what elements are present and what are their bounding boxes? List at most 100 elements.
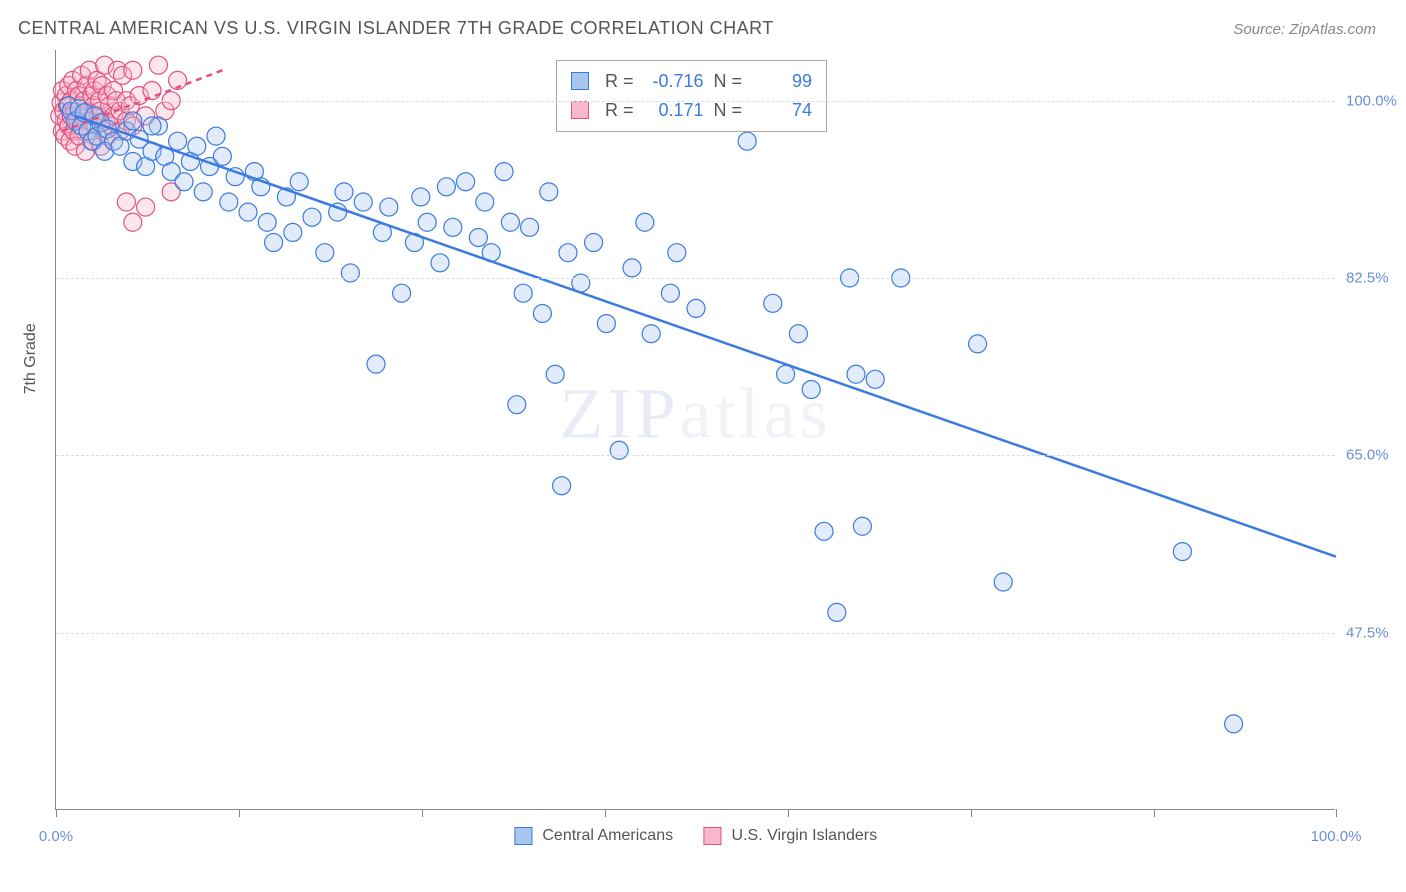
scatter-point — [853, 517, 871, 535]
scatter-point — [623, 259, 641, 277]
scatter-point — [393, 284, 411, 302]
source-prefix: Source: — [1233, 21, 1289, 38]
bottom-legend-item-1: U.S. Virgin Islanders — [703, 827, 877, 845]
y-tick-label: 82.5% — [1346, 270, 1389, 287]
scatter-point — [303, 208, 321, 226]
plot-wrap: ZIPatlas R = -0.716 N = 99 R = 0.171 N =… — [55, 50, 1385, 810]
scatter-point — [188, 137, 206, 155]
scatter-point — [124, 213, 142, 231]
n-label-0: N = — [714, 67, 743, 96]
stat-swatch-1 — [571, 101, 589, 119]
gridline — [56, 101, 1335, 102]
stat-legend: R = -0.716 N = 99 R = 0.171 N = 74 — [556, 60, 827, 132]
y-tick-label: 65.0% — [1346, 447, 1389, 464]
r-value-0: -0.716 — [644, 67, 704, 96]
scatter-point — [508, 396, 526, 414]
x-tick — [605, 809, 606, 817]
scatter-point — [457, 173, 475, 191]
scatter-point — [117, 193, 135, 211]
source-name: ZipAtlas.com — [1289, 21, 1376, 38]
scatter-point — [149, 56, 167, 74]
y-tick-label: 100.0% — [1346, 92, 1397, 109]
y-axis-label: 7th Grade — [22, 323, 40, 394]
scatter-point — [585, 234, 603, 252]
scatter-point — [501, 213, 519, 231]
plot-area: ZIPatlas R = -0.716 N = 99 R = 0.171 N =… — [55, 50, 1335, 810]
scatter-point — [495, 163, 513, 181]
gridline — [56, 633, 1335, 634]
scatter-point — [335, 183, 353, 201]
scatter-point — [521, 218, 539, 236]
scatter-point — [431, 254, 449, 272]
n-value-0: 99 — [752, 67, 812, 96]
scatter-point — [828, 603, 846, 621]
scatter-point — [412, 188, 430, 206]
scatter-point — [1173, 543, 1191, 561]
bottom-legend-item-0: Central Americans — [514, 827, 673, 845]
x-tick — [422, 809, 423, 817]
scatter-point — [738, 132, 756, 150]
x-tick — [239, 809, 240, 817]
bottom-legend-label-1: U.S. Virgin Islanders — [732, 827, 878, 844]
gridline — [56, 455, 1335, 456]
scatter-point — [316, 244, 334, 262]
scatter-point — [1225, 715, 1243, 733]
x-tick — [1336, 809, 1337, 817]
scatter-point — [290, 173, 308, 191]
scatter-point — [610, 441, 628, 459]
chart-title: CENTRAL AMERICAN VS U.S. VIRGIN ISLANDER… — [18, 18, 774, 39]
x-tick — [56, 809, 57, 817]
scatter-point — [284, 223, 302, 241]
scatter-point — [687, 299, 705, 317]
scatter-point — [668, 244, 686, 262]
x-tick-label: 100.0% — [1311, 828, 1362, 845]
bottom-swatch-1 — [703, 827, 721, 845]
scatter-point — [636, 213, 654, 231]
scatter-point — [213, 147, 231, 165]
scatter-point — [777, 365, 795, 383]
chart-container: CENTRAL AMERICAN VS U.S. VIRGIN ISLANDER… — [0, 0, 1406, 892]
bottom-legend: Central Americans U.S. Virgin Islanders — [514, 827, 877, 845]
scatter-point — [367, 355, 385, 373]
scatter-point — [546, 365, 564, 383]
gridline — [56, 278, 1335, 279]
bottom-swatch-0 — [514, 827, 532, 845]
scatter-point — [258, 213, 276, 231]
scatter-point — [559, 244, 577, 262]
scatter-point — [143, 82, 161, 100]
x-tick-label: 0.0% — [39, 828, 73, 845]
bottom-legend-label-0: Central Americans — [542, 827, 673, 844]
scatter-point — [265, 234, 283, 252]
trendline — [75, 116, 1336, 557]
scatter-point — [143, 117, 161, 135]
x-tick — [971, 809, 972, 817]
scatter-point — [124, 61, 142, 79]
scatter-point — [553, 477, 571, 495]
scatter-point — [418, 213, 436, 231]
scatter-point — [469, 228, 487, 246]
stat-row-0: R = -0.716 N = 99 — [571, 67, 812, 96]
scatter-point — [533, 304, 551, 322]
scatter-point — [597, 315, 615, 333]
scatter-point — [380, 198, 398, 216]
scatter-point — [802, 380, 820, 398]
scatter-point — [220, 193, 238, 211]
scatter-point — [847, 365, 865, 383]
source-label: Source: ZipAtlas.com — [1233, 21, 1376, 38]
scatter-point — [815, 522, 833, 540]
scatter-point — [789, 325, 807, 343]
y-tick-label: 47.5% — [1346, 624, 1389, 641]
chart-svg — [56, 50, 1335, 809]
scatter-point — [476, 193, 494, 211]
scatter-point — [194, 183, 212, 201]
scatter-point — [514, 284, 532, 302]
scatter-point — [207, 127, 225, 145]
scatter-point — [137, 198, 155, 216]
scatter-point — [642, 325, 660, 343]
scatter-point — [437, 178, 455, 196]
scatter-point — [444, 218, 462, 236]
stat-swatch-0 — [571, 72, 589, 90]
scatter-point — [239, 203, 257, 221]
scatter-point — [354, 193, 372, 211]
r-label-0: R = — [605, 67, 634, 96]
